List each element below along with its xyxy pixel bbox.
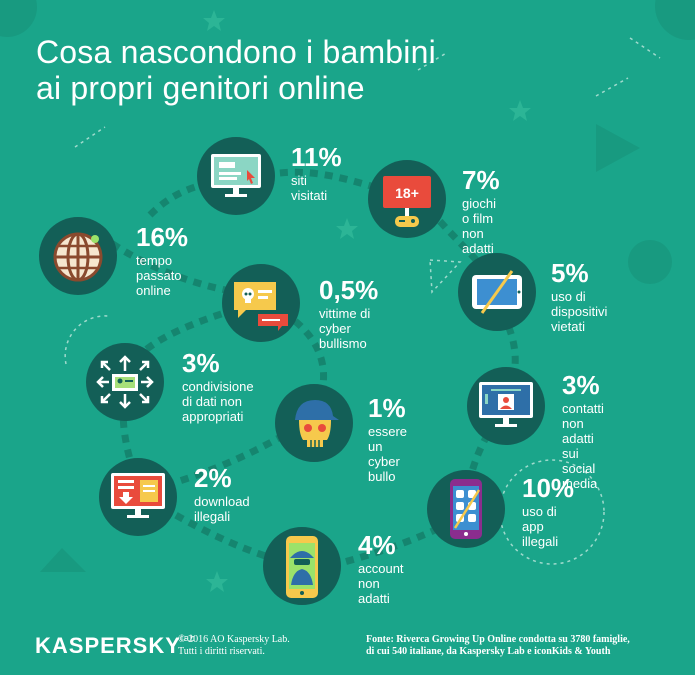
stat-label: condivisione di dati non appropriati (182, 379, 254, 424)
stat-value: 7% (462, 165, 500, 195)
title-line-2: ai propri genitori online (36, 70, 365, 106)
stat-value: 10% (522, 473, 575, 503)
stat-value: 3% (562, 370, 600, 400)
forbidden-tablet-icon (458, 253, 536, 331)
adult-content-screen-icon: 18+ (368, 160, 446, 238)
chat-bubble-skull-icon (222, 264, 300, 342)
source-text: Fonte: Riverca Growing Up Online condott… (366, 634, 630, 657)
footer: KASPERSKYlab © 2016 AO Kaspersky Lab. Tu… (0, 615, 695, 675)
logo-text: KASPERSKY (35, 633, 181, 658)
stat-label: download illegali (194, 494, 250, 524)
stat-label: tempo passato online (136, 253, 182, 298)
stat-value: 16% (136, 222, 189, 252)
stat-label: account non adatti (358, 561, 404, 606)
stat-label: vittime di cyber bullismo (319, 306, 371, 351)
title-line-1: Cosa nascondono i bambini (36, 34, 436, 70)
smartphone-apps-icon (427, 470, 505, 548)
logo-suffix: lab (180, 633, 196, 643)
stat-value: 3% (182, 348, 220, 378)
spy-phone-icon (263, 527, 341, 605)
svg-text:18+: 18+ (395, 185, 419, 201)
stat-label: uso di app illegali (522, 504, 559, 549)
social-profile-monitor-icon (467, 367, 545, 445)
monitor-website-icon (197, 137, 275, 215)
stat-label: siti visitati (291, 173, 328, 203)
stat-value: 0,5% (319, 275, 379, 305)
copyright-text: © 2016 AO Kaspersky Lab. Tutti i diritti… (178, 634, 290, 657)
page-title: Cosa nascondono i bambini ai propri geni… (36, 34, 436, 106)
stat-value: 4% (358, 530, 396, 560)
stat-value: 5% (551, 258, 589, 288)
stat-label: contatti non adatti sui social media (562, 401, 604, 491)
stat-value: 1% (368, 393, 406, 423)
kaspersky-logo: KASPERSKYlab (35, 633, 196, 659)
data-sharing-icon (86, 343, 164, 421)
globe-icon (39, 217, 117, 295)
stat-label: giochi o film non adatti (462, 196, 496, 256)
stat-value: 2% (194, 463, 232, 493)
bully-skull-icon (275, 384, 353, 462)
stat-label: essere un cyber bullo (368, 424, 408, 484)
stat-value: 11% (291, 142, 342, 172)
stat-label: uso di dispositivi vietati (551, 289, 608, 334)
download-monitor-icon (99, 458, 177, 536)
